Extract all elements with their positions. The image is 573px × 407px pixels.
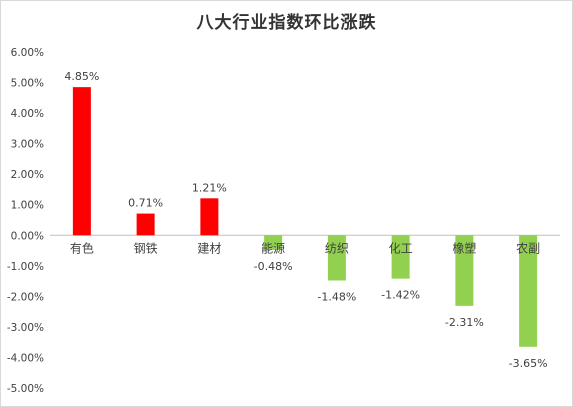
- category-label: 钢铁: [134, 241, 158, 255]
- chart-title: 八大行业指数环比涨跌: [196, 13, 377, 33]
- y-tick-label: -1.00%: [7, 261, 44, 273]
- bar: [136, 213, 155, 236]
- y-tick-label: 1.00%: [11, 200, 44, 212]
- bar: [519, 235, 538, 347]
- y-tick-label: 6.00%: [11, 47, 44, 59]
- bar: [200, 198, 219, 236]
- bar: [455, 235, 474, 306]
- y-tick-label: -5.00%: [7, 383, 44, 395]
- bar: [264, 235, 283, 250]
- bar: [391, 235, 410, 279]
- data-label: -1.42%: [381, 289, 420, 302]
- category-label: 橡塑: [452, 240, 476, 255]
- y-tick-label: -2.00%: [7, 291, 44, 303]
- bar: [72, 87, 91, 236]
- category-label: 化工: [389, 241, 413, 255]
- y-tick-label: 5.00%: [11, 78, 44, 90]
- category-label: 纺织: [325, 241, 349, 255]
- data-label: -3.65%: [509, 357, 548, 370]
- y-tick-label: 2.00%: [11, 169, 44, 181]
- category-label: 能源: [261, 241, 285, 255]
- data-label: -2.31%: [445, 316, 484, 329]
- category-label: 建材: [197, 241, 221, 255]
- y-tick-label: -3.00%: [7, 322, 44, 334]
- y-tick-label: 3.00%: [11, 139, 44, 151]
- y-tick-label: -4.00%: [7, 352, 44, 364]
- data-label: -0.48%: [254, 260, 293, 273]
- data-label: 0.71%: [128, 197, 163, 210]
- data-label: 1.21%: [192, 181, 227, 194]
- bar: [327, 235, 346, 281]
- data-label: 4.85%: [64, 70, 99, 83]
- category-label: 农副: [516, 241, 540, 255]
- y-tick-label: 4.00%: [11, 108, 44, 120]
- y-tick-label: 0.00%: [11, 230, 44, 242]
- category-label: 有色: [70, 241, 94, 255]
- data-label: -1.48%: [317, 290, 356, 303]
